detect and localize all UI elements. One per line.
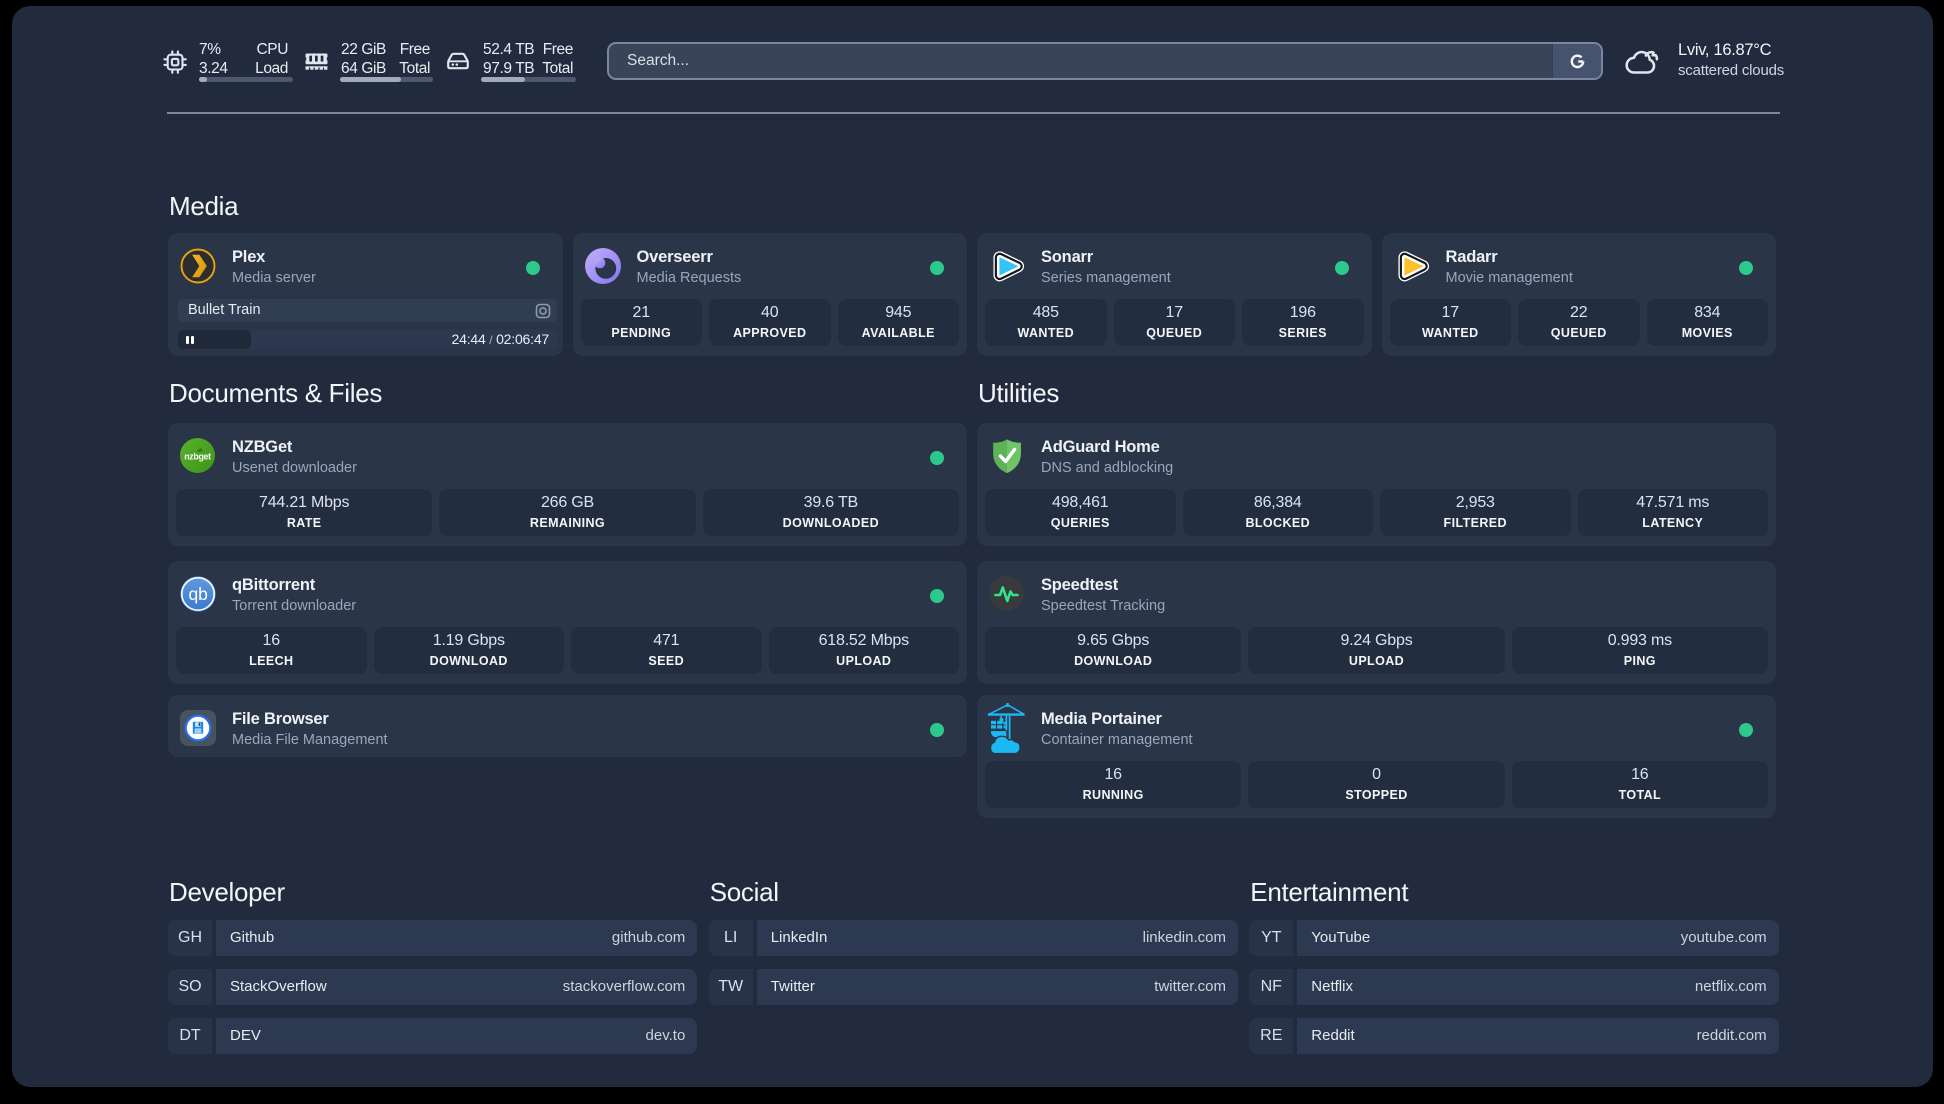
svg-text:qb: qb (188, 584, 207, 604)
svg-text:nzbget: nzbget (184, 452, 211, 462)
